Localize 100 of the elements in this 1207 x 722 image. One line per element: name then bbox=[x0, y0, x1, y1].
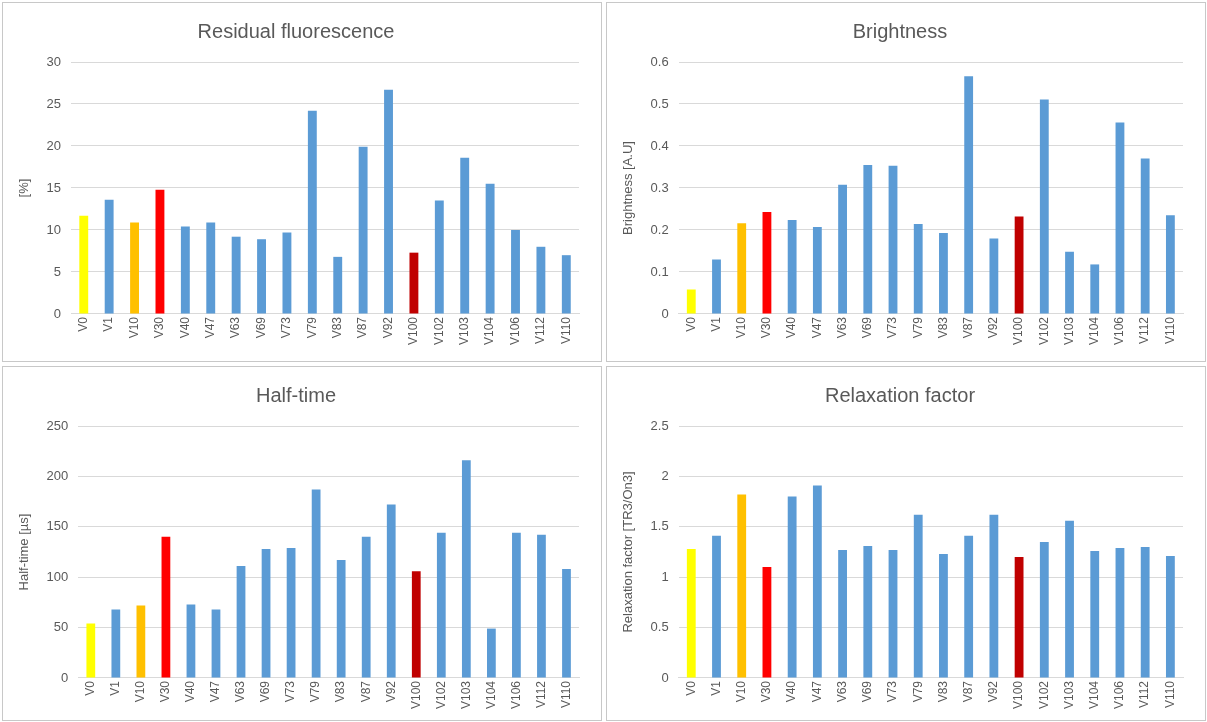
bar bbox=[161, 536, 171, 678]
y-tick-label: 15 bbox=[46, 179, 62, 195]
x-tick-label: V110 bbox=[1162, 680, 1177, 709]
x-tick-label: V79 bbox=[304, 316, 319, 339]
bar bbox=[460, 157, 470, 314]
bar bbox=[537, 534, 546, 678]
x-tick-label: V69 bbox=[860, 680, 875, 703]
x-tick-label: V92 bbox=[380, 316, 395, 339]
bar bbox=[1039, 541, 1049, 678]
bar bbox=[487, 628, 496, 678]
x-tick-label: V87 bbox=[960, 680, 975, 703]
x-tick-label: V110 bbox=[558, 680, 573, 709]
bar bbox=[888, 165, 898, 314]
x-tick-label: V73 bbox=[885, 316, 900, 339]
y-tick-label: 5 bbox=[53, 263, 62, 279]
bar bbox=[111, 609, 121, 678]
y-tick-label: 20 bbox=[46, 137, 62, 153]
x-tick-label: V40 bbox=[784, 680, 799, 703]
x-tick-label: V87 bbox=[960, 316, 975, 339]
x-tick-label: V102 bbox=[431, 316, 446, 346]
y-tick-label: 10 bbox=[46, 221, 62, 237]
bar bbox=[737, 494, 747, 678]
x-tick-label: V100 bbox=[408, 680, 423, 710]
x-tick-label: V0 bbox=[83, 680, 98, 696]
bar bbox=[863, 545, 873, 678]
bar bbox=[282, 232, 292, 314]
bar bbox=[336, 560, 346, 678]
bar bbox=[1039, 99, 1049, 314]
bar bbox=[1090, 550, 1100, 678]
x-tick-label: V69 bbox=[258, 680, 273, 703]
bar bbox=[434, 200, 444, 314]
y-tick-label: 200 bbox=[46, 467, 69, 483]
y-tick-label: 1.5 bbox=[650, 518, 669, 534]
x-tick-label: V103 bbox=[1061, 680, 1076, 710]
x-tick-label: V30 bbox=[158, 680, 173, 703]
y-tick-label: 250 bbox=[46, 417, 69, 433]
bar bbox=[358, 146, 368, 314]
x-tick-label: V47 bbox=[208, 680, 223, 703]
x-tick-label: V10 bbox=[126, 316, 141, 339]
bar bbox=[1140, 158, 1150, 314]
bar bbox=[1140, 546, 1150, 678]
bar bbox=[1115, 122, 1125, 314]
chart-title: Brightness bbox=[852, 19, 948, 42]
x-tick-label: V100 bbox=[406, 316, 421, 346]
y-tick-label: 2 bbox=[661, 467, 669, 483]
x-tick-label: V1 bbox=[708, 316, 723, 332]
x-tick-label: V112 bbox=[1137, 680, 1152, 709]
bar bbox=[762, 211, 772, 314]
x-tick-label: V83 bbox=[935, 680, 950, 703]
x-tick-label: V73 bbox=[885, 680, 900, 703]
y-axis-title: Brightness [A.U] bbox=[620, 141, 636, 235]
x-tick-label: V0 bbox=[683, 316, 698, 332]
x-tick-label: V87 bbox=[358, 680, 373, 703]
bar bbox=[79, 215, 89, 314]
y-tick-label: 0.6 bbox=[650, 53, 669, 69]
y-tick-label: 150 bbox=[46, 518, 69, 534]
x-tick-label: V112 bbox=[533, 680, 548, 709]
bar bbox=[411, 571, 421, 678]
bar bbox=[913, 224, 923, 314]
x-tick-label: V10 bbox=[734, 316, 749, 339]
bar bbox=[384, 89, 393, 314]
x-tick-label: V103 bbox=[458, 680, 473, 710]
x-tick-label: V100 bbox=[1011, 680, 1026, 710]
x-tick-label: V63 bbox=[834, 680, 849, 703]
x-tick-label: V47 bbox=[203, 316, 218, 339]
bar bbox=[812, 227, 822, 314]
x-tick-label: V30 bbox=[759, 316, 774, 339]
y-tick-label: 25 bbox=[46, 95, 62, 111]
y-axis-title: Relaxation factor [TR3/On3] bbox=[620, 471, 636, 633]
x-tick-label: V106 bbox=[508, 680, 523, 710]
y-tick-label: 0.4 bbox=[650, 137, 669, 153]
y-axis-title: Half-time [µs] bbox=[16, 513, 32, 591]
y-tick-label: 0.2 bbox=[650, 221, 669, 237]
x-tick-label: V100 bbox=[1011, 316, 1026, 346]
y-tick-label: 0.3 bbox=[650, 179, 669, 195]
bar bbox=[211, 609, 221, 678]
x-tick-label: V83 bbox=[333, 680, 348, 703]
bar bbox=[536, 246, 546, 314]
bar bbox=[838, 184, 847, 314]
x-tick-label: V79 bbox=[910, 316, 925, 339]
bar bbox=[436, 532, 446, 678]
bar bbox=[1165, 215, 1175, 314]
bar bbox=[236, 566, 246, 678]
bar bbox=[231, 236, 241, 314]
x-tick-label: V103 bbox=[1061, 316, 1076, 346]
x-tick-label: V40 bbox=[177, 316, 192, 339]
bar bbox=[787, 219, 797, 314]
x-tick-label: V87 bbox=[355, 316, 370, 339]
bar bbox=[812, 485, 822, 678]
bar bbox=[307, 110, 317, 314]
bar bbox=[386, 504, 396, 678]
x-tick-label: V73 bbox=[279, 316, 294, 339]
x-tick-label: V104 bbox=[1087, 316, 1102, 346]
bar bbox=[511, 229, 520, 314]
bar bbox=[257, 239, 266, 314]
bar bbox=[86, 623, 96, 678]
x-tick-label: V79 bbox=[910, 680, 925, 703]
x-tick-label: V112 bbox=[1137, 316, 1152, 345]
bar bbox=[838, 549, 847, 678]
x-tick-label: V10 bbox=[734, 680, 749, 703]
